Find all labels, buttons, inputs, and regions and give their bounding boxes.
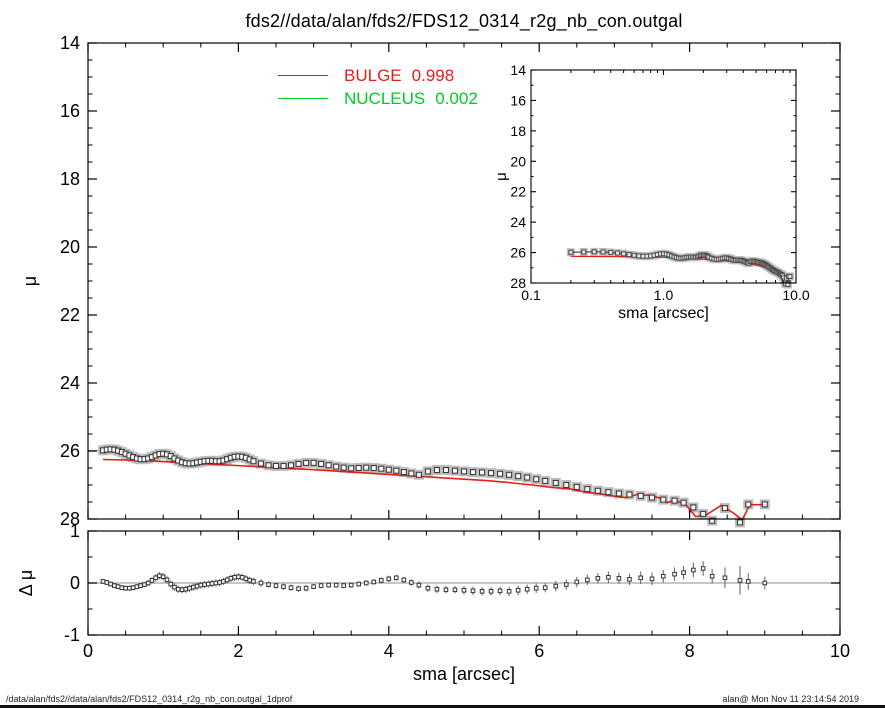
residual-ytick-label: 0 [70,573,80,593]
residual-xtick-label: 6 [534,641,544,661]
inset-ylabel: μ [493,172,510,181]
main-ytick-label: 16 [60,101,80,121]
data-squares [99,446,768,526]
error-halo-band [98,444,770,528]
inset-ytick-label: 14 [510,62,526,78]
nucleus-line-swatch [278,98,328,99]
inset-ytick-label: 20 [510,153,526,169]
bulge-label: BULGE [344,65,402,85]
main-ylabel: μ [20,276,40,286]
legend: BULGE 0.998 NUCLEUS 0.002 [278,64,478,110]
bulge-value: 0.998 [411,65,455,85]
footer-file-path: /data/alan/fds2//data/alan/fds2/FDS12_03… [6,694,293,704]
main-plot: 14 16 18 20 22 24 26 28 μ [20,33,841,529]
nucleus-value: 0.002 [435,88,478,108]
residual-xtick-label: 2 [233,641,243,661]
inset-xtick-label: 1.0 [654,287,674,303]
main-ytick-label: 18 [60,169,80,189]
plot-title: fds2//data/alan/fds2/FDS12_0314_r2g_nb_c… [245,11,683,31]
main-ytick-label: 20 [60,237,80,257]
residual-points [100,566,768,594]
residual-ytick-label: -1 [64,625,80,645]
inset-ytick-label: 18 [510,123,526,139]
main-ytick-label: 24 [60,373,80,393]
bulge-line-swatch [278,75,328,76]
residual-error-bars [102,561,766,596]
residual-xtick-label: 8 [685,641,695,661]
residual-xtick-label: 4 [384,641,394,661]
legend-row-bulge: BULGE 0.998 [278,64,478,87]
shared-xlabel: sma [arcsec] [413,664,515,684]
inset-halo-band [566,247,794,289]
main-ytick-label: 14 [60,33,80,53]
inset-xlabel: sma [arcsec] [618,305,709,322]
legend-row-nucleus: NUCLEUS 0.002 [278,87,478,110]
nucleus-label: NUCLEUS [344,88,426,108]
footer-user-timestamp: alan@ Mon Nov 11 23:14:54 2019 [722,694,859,704]
residual-xtick-label: 0 [83,641,93,661]
main-ytick-label: 28 [60,509,80,529]
residual-xtick-label: 10 [830,641,850,661]
inset-ytick-label: 26 [510,245,526,261]
inset-ytick-label: 28 [510,275,526,291]
residual-ylabel: Δ μ [16,570,36,596]
inset-data-squares [568,249,793,288]
inset-xtick-label: 0.1 [521,287,541,303]
inset-ytick-label: 16 [510,92,526,108]
inset-ytick-label: 22 [510,184,526,200]
inset-ytick-label: 24 [510,214,526,230]
bottom-border-bar [0,705,885,708]
residual-ytick-label: 1 [70,521,80,541]
inset-plot: 14 16 18 20 22 24 26 280.1 1.0 10.0 sma [arcsec] μ [493,62,810,322]
inset-xtick-label: 10.0 [782,287,809,303]
main-ytick-label: 26 [60,441,80,461]
main-ytick-label: 22 [60,305,80,325]
